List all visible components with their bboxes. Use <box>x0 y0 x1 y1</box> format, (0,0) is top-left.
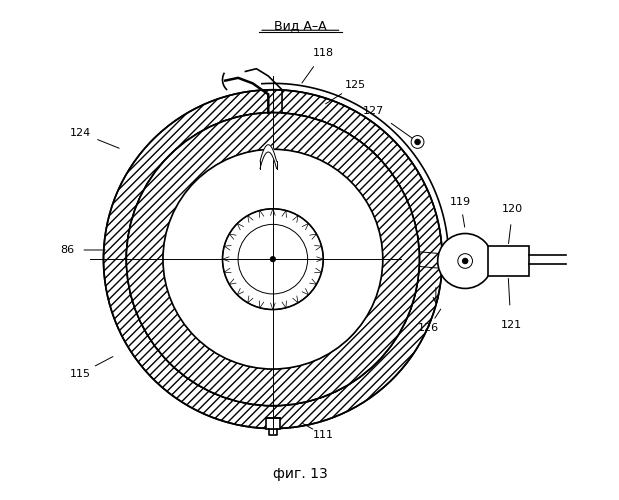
Text: 125: 125 <box>345 80 366 90</box>
Circle shape <box>438 234 493 288</box>
Text: 127: 127 <box>363 106 384 116</box>
Text: 86: 86 <box>60 245 74 255</box>
Circle shape <box>411 136 424 148</box>
Text: Вид А–А: Вид А–А <box>274 19 327 32</box>
Bar <box>266 418 280 428</box>
Circle shape <box>222 209 323 310</box>
Circle shape <box>270 256 275 262</box>
Wedge shape <box>126 112 420 406</box>
Text: 126: 126 <box>418 323 439 333</box>
Text: 111: 111 <box>313 430 334 440</box>
Text: 121: 121 <box>500 320 521 330</box>
Circle shape <box>415 139 420 144</box>
Text: 120: 120 <box>502 204 523 214</box>
Text: 115: 115 <box>70 368 91 378</box>
Text: фиг. 13: фиг. 13 <box>273 468 327 481</box>
Text: 124: 124 <box>70 128 91 138</box>
Circle shape <box>462 258 468 264</box>
Circle shape <box>163 150 383 369</box>
Circle shape <box>238 224 308 294</box>
Circle shape <box>458 254 472 268</box>
Circle shape <box>126 112 420 406</box>
Wedge shape <box>103 90 442 428</box>
Text: 118: 118 <box>313 48 334 58</box>
Text: 119: 119 <box>450 198 471 207</box>
Bar <box>488 246 529 276</box>
